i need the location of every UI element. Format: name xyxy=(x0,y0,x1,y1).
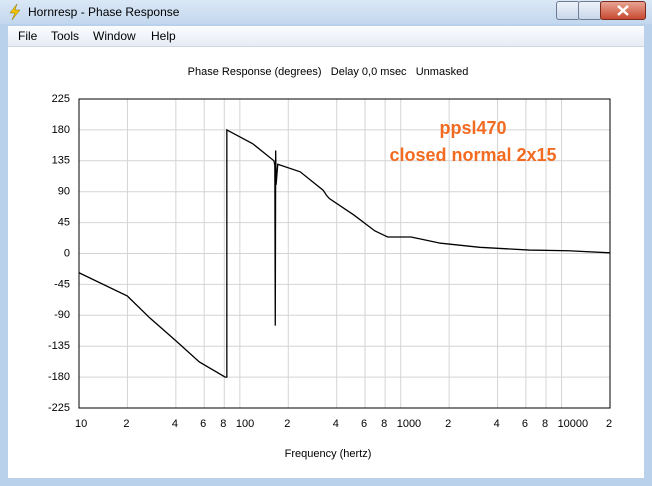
annotation: closed normal 2x15 xyxy=(389,145,556,165)
y-tick-label: 180 xyxy=(52,124,70,136)
y-tick-label: -180 xyxy=(48,371,70,383)
y-tick-label: 225 xyxy=(52,93,70,105)
x-tick-label: 2 xyxy=(123,418,129,430)
y-tick-label: -225 xyxy=(48,402,70,414)
x-tick-label: 10 xyxy=(75,418,87,430)
x-tick-label: 2 xyxy=(284,418,290,430)
x-tick-label: 8 xyxy=(220,418,226,430)
x-tick-label: 4 xyxy=(494,418,500,430)
close-button[interactable] xyxy=(600,1,646,20)
y-tick-label: 0 xyxy=(64,247,70,259)
window-title: Hornresp - Phase Response xyxy=(28,5,180,19)
x-tick-label: 1000 xyxy=(397,418,421,430)
menu-item[interactable]: Help xyxy=(151,29,176,43)
annotation: ppsl470 xyxy=(439,118,506,138)
menu-item[interactable]: Window xyxy=(93,29,136,43)
x-tick-label: 4 xyxy=(172,418,178,430)
x-axis-label: Frequency (hertz) xyxy=(285,448,372,460)
y-tick-label: -90 xyxy=(54,309,70,321)
x-tick-label: 6 xyxy=(522,418,528,430)
app-icon xyxy=(9,4,21,20)
data-line xyxy=(78,128,611,378)
x-tick-label: 4 xyxy=(333,418,339,430)
y-tick-label: 45 xyxy=(58,217,70,229)
plot-frame xyxy=(78,98,611,409)
y-tick-label: 90 xyxy=(58,186,70,198)
chart-title: Phase Response (degrees) Delay 0,0 msec … xyxy=(188,66,469,78)
y-tick-label: -45 xyxy=(54,278,70,290)
y-tick-label: -135 xyxy=(48,340,70,352)
title-bar: Hornresp - Phase Response xyxy=(0,0,652,24)
y-tick-label: 135 xyxy=(52,155,70,167)
x-tick-label: 10000 xyxy=(558,418,589,430)
client-area xyxy=(8,47,644,478)
menu-item[interactable]: Tools xyxy=(51,29,80,43)
x-tick-label: 100 xyxy=(236,418,254,430)
x-tick-label: 6 xyxy=(200,418,206,430)
menu-item[interactable]: File xyxy=(18,29,38,43)
x-tick-label: 8 xyxy=(542,418,548,430)
menu-bar: File Tools Window Help xyxy=(8,26,644,47)
close-icon xyxy=(617,5,629,16)
x-tick-label: 8 xyxy=(381,418,387,430)
x-tick-label: 2 xyxy=(606,418,612,430)
x-tick-label: 2 xyxy=(445,418,451,430)
x-tick-label: 6 xyxy=(361,418,367,430)
